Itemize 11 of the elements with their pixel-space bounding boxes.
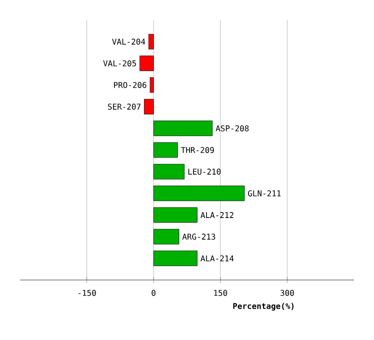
bar <box>144 98 154 114</box>
bar <box>153 207 198 223</box>
bar <box>153 250 198 266</box>
bar <box>150 77 154 93</box>
bar <box>153 186 245 202</box>
bar <box>153 164 185 180</box>
bar <box>153 120 213 136</box>
bar <box>153 228 180 244</box>
bar <box>148 34 154 50</box>
bar <box>153 142 178 158</box>
bar <box>140 56 154 72</box>
